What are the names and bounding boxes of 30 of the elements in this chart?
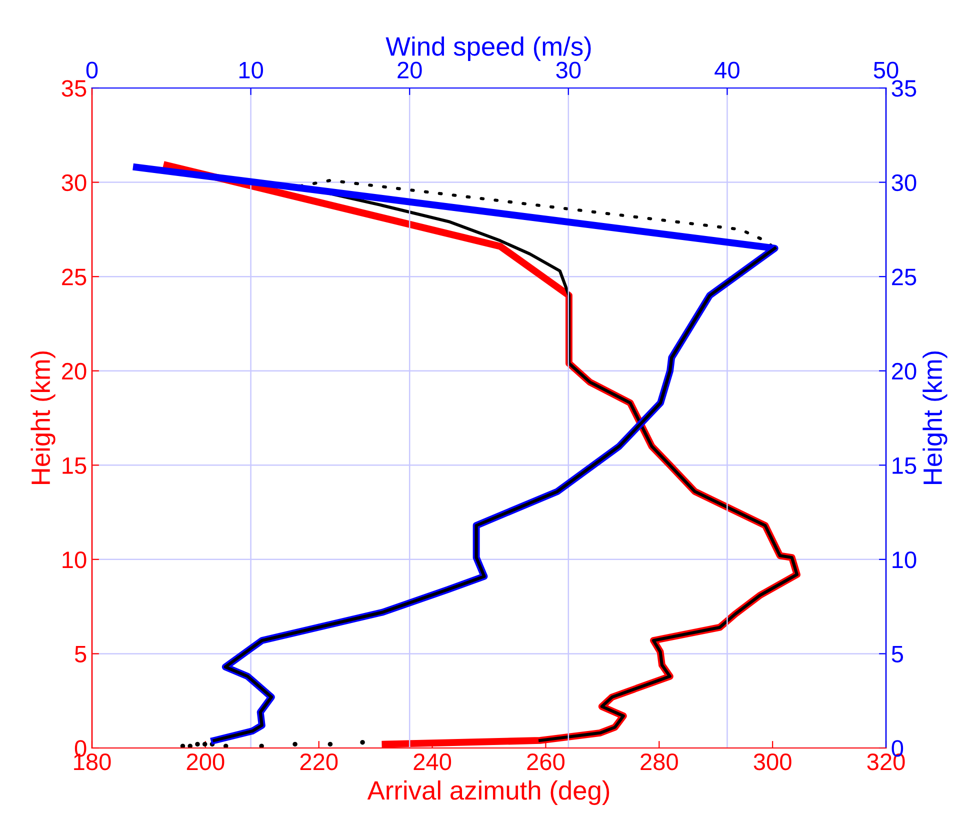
y-tick-label: 35 xyxy=(62,80,86,97)
y2-tick-label: 35 xyxy=(892,80,916,97)
x2-tick-label: 20 xyxy=(398,62,422,78)
x2-tick-label: 30 xyxy=(556,62,581,78)
y2-tick-label: 10 xyxy=(892,551,916,568)
y-tick-label: 5 xyxy=(74,646,86,662)
y-axis-title: Height (km) xyxy=(30,351,56,484)
y-tick-label: 20 xyxy=(62,362,86,380)
y-tick-label: 10 xyxy=(62,551,86,568)
y-tick-label: 25 xyxy=(62,268,86,286)
x2-tick-label: 0 xyxy=(86,62,98,78)
x-tick-label: 220 xyxy=(300,753,338,770)
y2-axis-title: Height (km) xyxy=(922,351,948,484)
y2-tick-label: 25 xyxy=(892,268,916,286)
x2-tick-label: 50 xyxy=(874,62,898,78)
y2-tick-label: 20 xyxy=(892,362,916,380)
x2-tick-label: 10 xyxy=(239,62,264,78)
y-tick-label: 30 xyxy=(62,174,86,192)
y2-tick-label: 15 xyxy=(892,457,916,474)
x2-axis-title: Wind speed (m/s) xyxy=(386,36,591,62)
x-tick-label: 280 xyxy=(640,753,678,770)
x-tick-label: 260 xyxy=(527,753,564,770)
y-tick-label: 15 xyxy=(62,457,86,474)
x-tick-label: 240 xyxy=(414,753,452,770)
x2-tick-label: 40 xyxy=(714,62,740,78)
y2-tick-label: 30 xyxy=(892,174,916,192)
x-tick-label: 300 xyxy=(754,753,792,770)
x-tick-label: 200 xyxy=(186,753,224,770)
y2-tick-label: 5 xyxy=(892,646,903,662)
x-axis-title: Arrival azimuth (deg) xyxy=(367,780,610,806)
